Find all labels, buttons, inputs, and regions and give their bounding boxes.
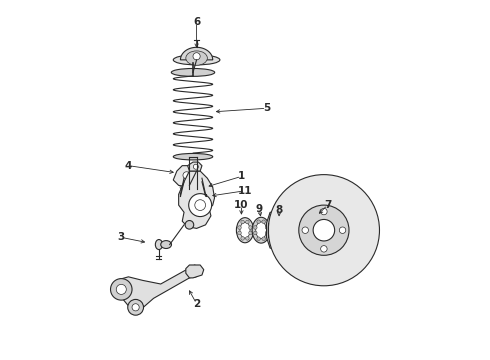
Circle shape <box>270 215 274 219</box>
Circle shape <box>200 184 206 190</box>
Circle shape <box>286 215 290 219</box>
Circle shape <box>270 242 274 246</box>
Circle shape <box>320 208 327 215</box>
Polygon shape <box>180 47 213 60</box>
Polygon shape <box>267 212 294 248</box>
Circle shape <box>249 231 252 235</box>
Ellipse shape <box>173 153 213 160</box>
Text: 11: 11 <box>238 186 252 196</box>
Circle shape <box>193 53 200 60</box>
Circle shape <box>189 194 212 217</box>
Ellipse shape <box>186 51 207 65</box>
Ellipse shape <box>236 218 254 243</box>
Polygon shape <box>186 265 204 278</box>
Circle shape <box>279 226 286 234</box>
Circle shape <box>249 226 252 229</box>
Circle shape <box>299 205 349 255</box>
Polygon shape <box>179 171 215 228</box>
Circle shape <box>245 220 249 224</box>
Circle shape <box>238 231 241 235</box>
Circle shape <box>257 237 260 240</box>
Circle shape <box>313 220 335 241</box>
Polygon shape <box>173 166 198 187</box>
Circle shape <box>275 222 291 238</box>
Ellipse shape <box>161 240 171 248</box>
Circle shape <box>188 266 200 277</box>
Circle shape <box>194 164 198 169</box>
Text: 3: 3 <box>118 232 125 242</box>
Ellipse shape <box>155 239 163 249</box>
Text: 4: 4 <box>125 161 132 171</box>
Circle shape <box>132 304 139 311</box>
Ellipse shape <box>188 188 198 204</box>
Text: 10: 10 <box>234 200 248 210</box>
Circle shape <box>245 237 249 240</box>
Circle shape <box>183 172 190 179</box>
Circle shape <box>265 231 269 235</box>
Circle shape <box>195 200 205 211</box>
Ellipse shape <box>256 222 267 238</box>
Circle shape <box>238 226 241 229</box>
Circle shape <box>257 220 260 224</box>
Ellipse shape <box>252 217 270 243</box>
Text: 1: 1 <box>238 171 245 181</box>
Circle shape <box>253 231 257 235</box>
Circle shape <box>286 242 290 246</box>
Circle shape <box>262 237 266 240</box>
Ellipse shape <box>172 68 215 76</box>
Circle shape <box>339 227 346 233</box>
Circle shape <box>185 221 194 229</box>
Circle shape <box>302 227 309 233</box>
Circle shape <box>128 300 144 315</box>
Circle shape <box>320 246 327 252</box>
Circle shape <box>265 226 269 229</box>
Ellipse shape <box>173 55 220 65</box>
Circle shape <box>116 284 126 294</box>
Text: 7: 7 <box>324 200 331 210</box>
Circle shape <box>262 220 266 224</box>
Polygon shape <box>188 162 202 171</box>
Circle shape <box>269 175 379 286</box>
Ellipse shape <box>240 222 250 238</box>
Circle shape <box>190 193 196 200</box>
Text: 5: 5 <box>263 103 270 113</box>
Circle shape <box>241 237 245 240</box>
Text: 9: 9 <box>256 204 263 214</box>
Circle shape <box>241 220 245 224</box>
Circle shape <box>253 226 257 229</box>
Text: 8: 8 <box>275 206 283 216</box>
Polygon shape <box>120 265 200 311</box>
Text: 6: 6 <box>193 17 200 27</box>
Text: 2: 2 <box>193 299 200 309</box>
Circle shape <box>180 184 186 190</box>
Circle shape <box>111 279 132 300</box>
